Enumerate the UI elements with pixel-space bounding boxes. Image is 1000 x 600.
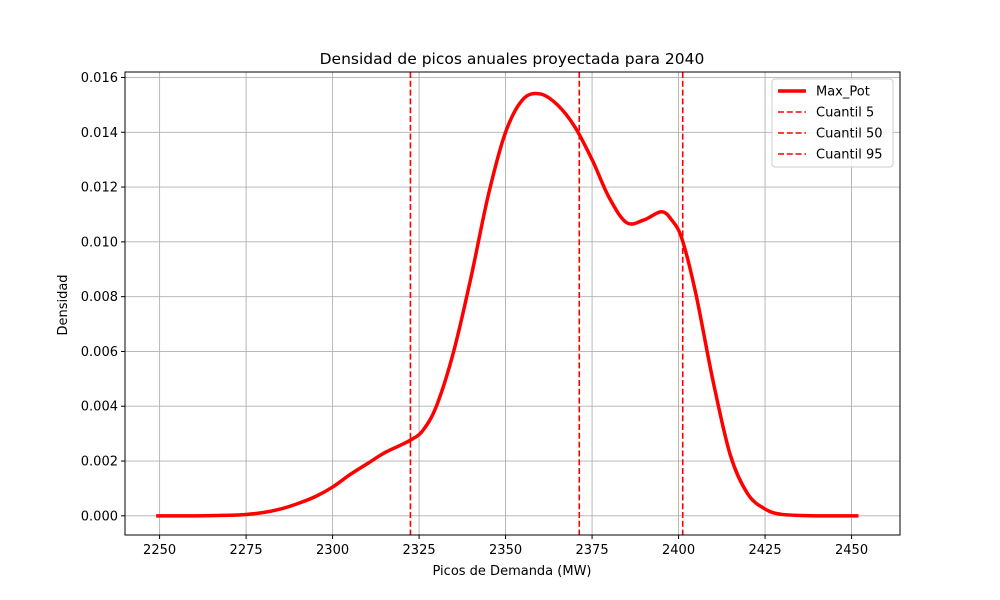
y-tick-label: 0.014 bbox=[81, 126, 118, 141]
x-tick-label: 2275 bbox=[230, 543, 263, 558]
y-axis-ticks: 0.000 0.002 0.004 0.006 0.008 0.010 0.012 0.014… bbox=[81, 71, 125, 524]
y-tick-label: 0.000 bbox=[81, 509, 118, 524]
y-tick-label: 0.010 bbox=[81, 235, 118, 250]
y-tick-label: 0.016 bbox=[81, 71, 118, 86]
y-tick-label: 0.006 bbox=[81, 345, 118, 360]
x-tick-label: 2350 bbox=[489, 543, 522, 558]
y-tick-label: 0.008 bbox=[81, 290, 118, 305]
y-tick-label: 0.012 bbox=[81, 181, 118, 196]
quantile-lines bbox=[409, 72, 684, 535]
legend-label: Cuantil 5 bbox=[816, 106, 874, 121]
x-tick-label: 2250 bbox=[143, 543, 176, 558]
x-tick-label: 2400 bbox=[662, 543, 695, 558]
x-axis-ticks: 2250 2275 2300 2325 2350 2375 2400 2425 2450 bbox=[143, 535, 868, 558]
legend-label: Max_Pot bbox=[816, 85, 870, 100]
x-tick-label: 2425 bbox=[749, 543, 782, 558]
y-tick-label: 0.002 bbox=[81, 455, 118, 470]
legend-label: Cuantil 50 bbox=[816, 127, 883, 142]
legend-label: Cuantil 95 bbox=[816, 148, 883, 163]
x-tick-label: 2300 bbox=[316, 543, 349, 558]
x-tick-label: 2325 bbox=[403, 543, 436, 558]
grid bbox=[125, 72, 900, 535]
x-axis-label: Picos de Demanda (MW) bbox=[433, 564, 592, 579]
series-layer bbox=[156, 91, 859, 518]
x-tick-label: 2375 bbox=[576, 543, 609, 558]
plot-frame bbox=[124, 71, 901, 536]
series-line-max-pot bbox=[156, 91, 859, 518]
legend-box bbox=[771, 78, 894, 168]
y-axis-label: Densidad bbox=[56, 274, 71, 335]
x-tick-label: 2450 bbox=[835, 543, 868, 558]
legend: Max_Pot Cuantil 5 Cuantil 50 Cuantil 95 bbox=[771, 78, 894, 168]
chart-title: Densidad de picos anuales proyectada par… bbox=[320, 50, 705, 68]
y-tick-label: 0.004 bbox=[81, 400, 118, 415]
